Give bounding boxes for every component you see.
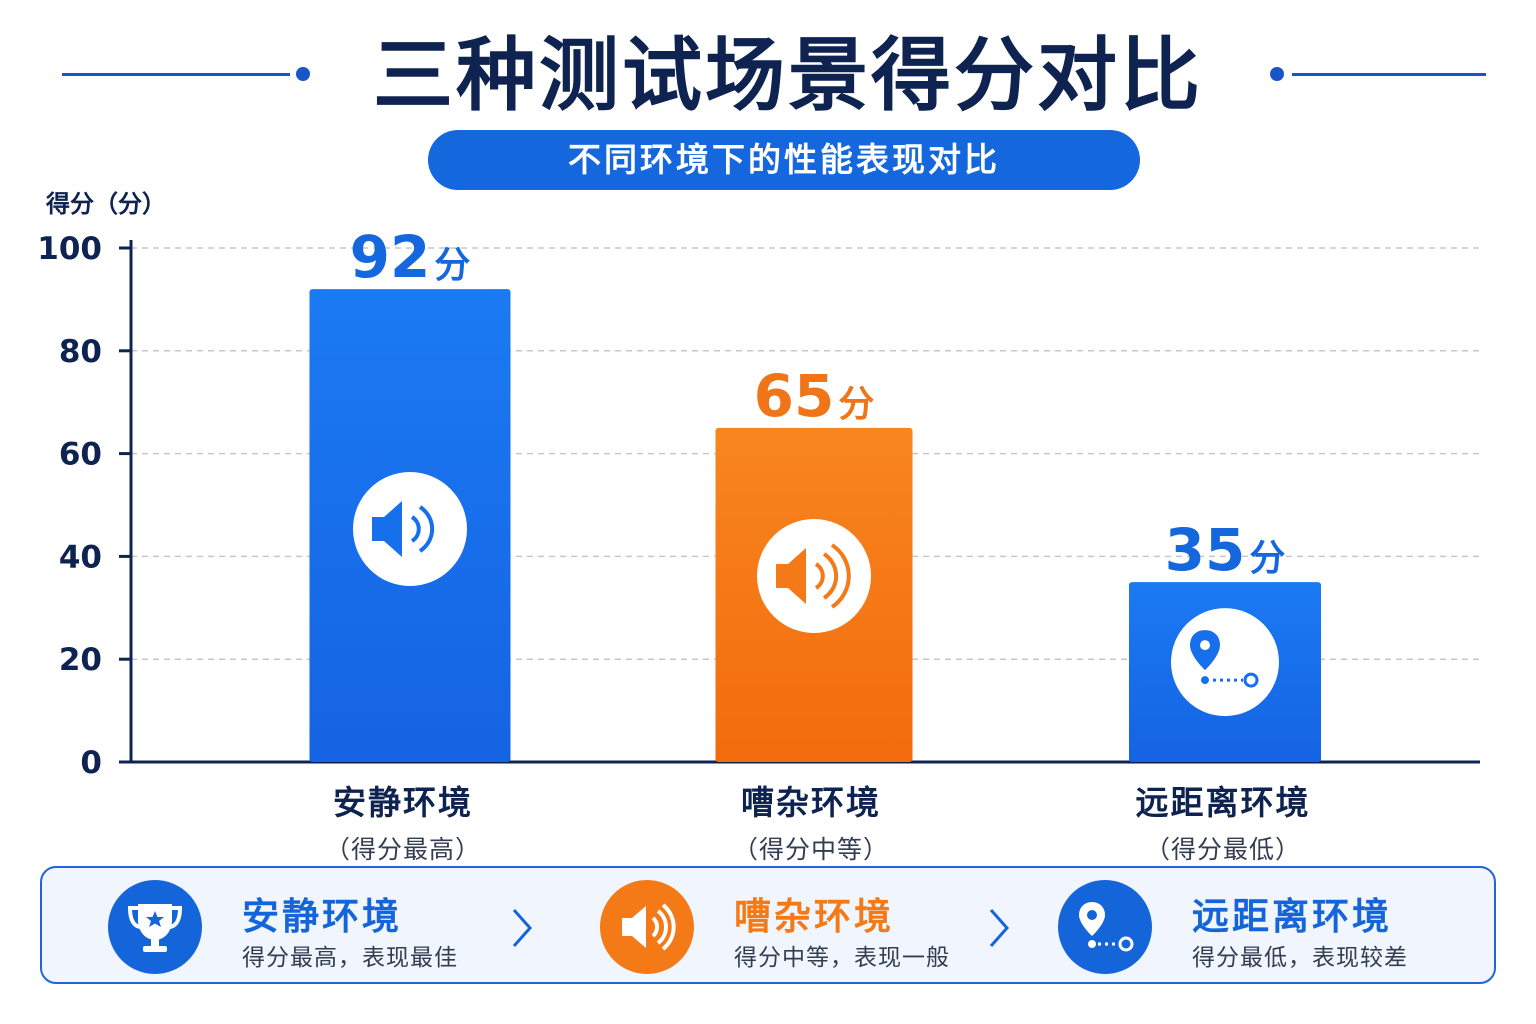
location-distance-icon (1171, 608, 1279, 717)
category-name: 远距离环境 (1135, 783, 1311, 822)
y-axis-label: 得分（分） (46, 190, 166, 218)
data-label: 65 分 (754, 362, 875, 430)
category-note: （得分最低） (1144, 835, 1301, 864)
title-dot-right (1270, 67, 1284, 81)
location-distance-icon (1058, 880, 1152, 974)
summary-desc: 得分最低，表现较差 (1192, 945, 1408, 971)
title-row: 三种测试场景得分对比 (0, 28, 1536, 124)
category-name: 嘈杂环境 (741, 783, 881, 822)
summary-desc: 得分最高，表现最佳 (242, 945, 458, 971)
summary-item-distance: 远距离环境 得分最低，表现较差 (1058, 880, 1478, 974)
y-tick-label: 0 (80, 745, 102, 781)
category-label-quiet: 安静环境 （得分最高） (243, 776, 563, 866)
y-tick-label: 100 (37, 231, 102, 267)
bar-chart: 0 20 40 60 80 100 92 分 65 分 35 分 (37, 223, 1480, 781)
y-tick-label: 20 (59, 642, 102, 678)
summary-item-quiet: 安静环境 得分最高，表现最佳 (108, 880, 528, 974)
summary-name: 嘈杂环境 (734, 895, 894, 938)
category-note: （得分中等） (732, 835, 889, 864)
category-note: （得分最高） (324, 835, 481, 864)
y-tick-label: 80 (59, 334, 102, 370)
chart-title: 三种测试场景得分对比 (373, 29, 1203, 122)
summary-name: 安静环境 (242, 895, 402, 938)
title-divider-right (1292, 73, 1486, 76)
chevron-right-icon (512, 909, 533, 947)
title-divider-left (62, 73, 290, 76)
category-name: 安静环境 (333, 783, 473, 822)
speaker-icon (353, 472, 467, 586)
summary-name: 远距离环境 (1192, 895, 1392, 938)
speaker-loud-icon (757, 519, 871, 633)
y-tick-label: 60 (59, 437, 102, 473)
summary-desc: 得分中等，表现一般 (734, 945, 950, 971)
summary-item-noisy: 嘈杂环境 得分中等，表现一般 (600, 880, 1020, 974)
category-label-noisy: 嘈杂环境 （得分中等） (651, 776, 971, 866)
summary-panel: 安静环境 得分最高，表现最佳 嘈杂环境 得分中等，表现一般 (40, 866, 1496, 984)
speaker-icon (600, 880, 694, 974)
title-dot-left (296, 67, 310, 81)
data-label: 35 分 (1165, 516, 1286, 584)
trophy-icon (108, 880, 202, 974)
category-label-distance: 远距离环境 （得分最低） (1063, 776, 1383, 866)
data-label: 92 分 (350, 223, 471, 291)
y-tick-label: 40 (59, 539, 102, 575)
chart-subtitle: 不同环境下的性能表现对比 (428, 130, 1140, 190)
chevron-right-icon (989, 909, 1010, 947)
